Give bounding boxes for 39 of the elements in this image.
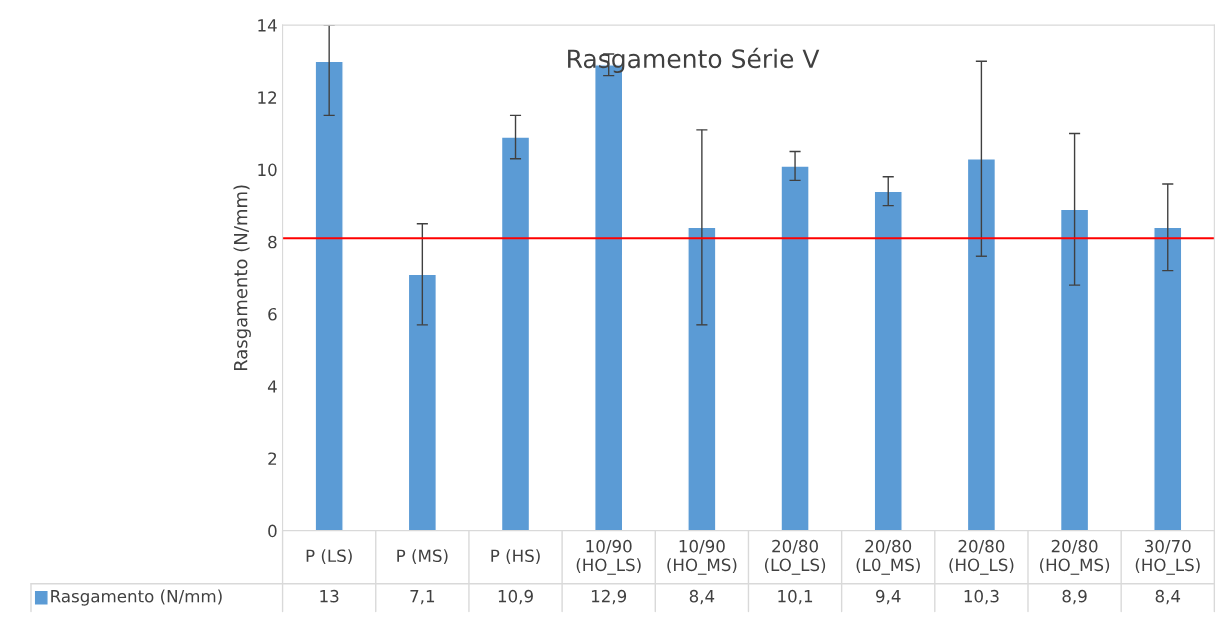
- legend-label: Rasgamento (N/mm): [51, 589, 222, 606]
- bar: [1059, 208, 1090, 531]
- x-tick-label: 30/70 (HO_LS): [1135, 539, 1200, 575]
- y-axis-title: Rasgamento (N/mm): [233, 185, 251, 371]
- y-tick-label: 0: [268, 524, 277, 538]
- bar: [314, 60, 344, 531]
- text: 7,1: [410, 590, 435, 605]
- text: 9,4: [876, 589, 901, 605]
- x-tick-label: 20/80 (LO_LS): [764, 539, 826, 575]
- x-tick-label: 20/80 (HO_MS): [1040, 539, 1110, 575]
- x-tick-label: P (MS): [397, 549, 448, 564]
- bar: [687, 226, 717, 531]
- bar: [407, 273, 438, 531]
- x-tick-label: 10/90 (HO_MS): [667, 539, 737, 575]
- y-tick-label: 4: [267, 380, 277, 393]
- text: 8,4: [689, 589, 715, 605]
- text: 13: [320, 589, 339, 603]
- text: 8,9: [1062, 589, 1087, 605]
- text: 10,9: [498, 589, 533, 605]
- x-tick-label: P (LS): [306, 549, 352, 564]
- x-tick-label: P (HS): [491, 549, 540, 564]
- y-tick-label: 8: [268, 235, 277, 249]
- y-tick-label: 12: [258, 91, 277, 104]
- bar: [966, 158, 997, 531]
- text: 10,3: [964, 589, 999, 605]
- y-tick-label: 2: [268, 452, 277, 465]
- text: 8,4: [1155, 589, 1181, 605]
- y-tick-label: 14: [258, 19, 277, 32]
- text: 10,1: [778, 589, 813, 605]
- x-tick-label: 10/90 (HO_LS): [576, 539, 641, 575]
- x-tick-label: 20/80 (HO_LS): [949, 539, 1014, 575]
- y-tick-label: 6: [268, 307, 277, 321]
- text: 12,9: [591, 589, 627, 605]
- bar: [873, 190, 903, 531]
- bar: [500, 136, 531, 531]
- y-tick-label: 10: [258, 163, 277, 177]
- x-tick-label: 20/80 (L0_MS): [856, 539, 920, 575]
- bar: [1153, 226, 1183, 531]
- bar: [780, 165, 810, 531]
